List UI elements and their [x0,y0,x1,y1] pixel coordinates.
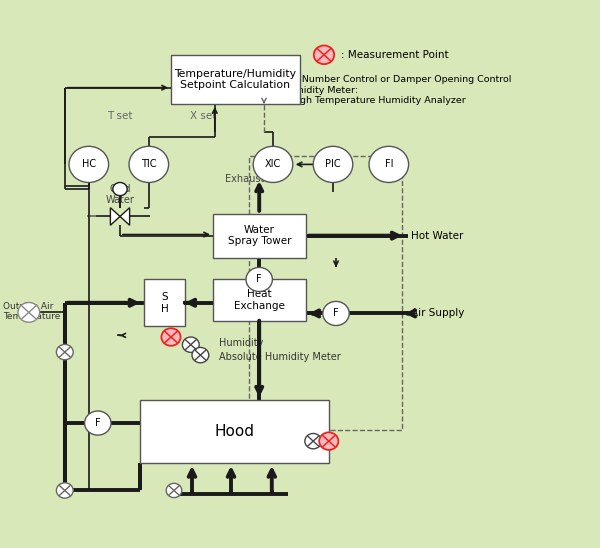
Circle shape [314,45,334,64]
Bar [144,279,185,326]
Circle shape [129,146,169,182]
Circle shape [18,302,40,322]
Circle shape [369,146,409,182]
Text: Zirconia High Temperature Humidity Analyzer: Zirconia High Temperature Humidity Analy… [249,96,466,105]
Text: Absolute Humidity Meter: Absolute Humidity Meter [219,352,341,362]
Text: HC: HC [82,159,96,169]
Circle shape [113,182,127,196]
Circle shape [166,483,182,498]
Bar [171,55,300,104]
Text: XIC: Rotation Number Control or Damper Opening Control: XIC: Rotation Number Control or Damper O… [237,75,511,84]
Polygon shape [110,208,120,225]
Text: Absolute Humidity Meter:: Absolute Humidity Meter: [237,86,358,95]
Text: Cold
Water: Cold Water [106,184,134,205]
Text: : Measurement Point: : Measurement Point [341,50,448,60]
Text: S
H: S H [161,292,168,313]
Text: TIC: TIC [141,159,157,169]
Text: XIC: XIC [265,159,281,169]
Circle shape [56,344,73,359]
Circle shape [253,146,293,182]
Text: Hot Water: Hot Water [411,231,463,241]
Circle shape [85,411,111,435]
Bar [213,279,306,321]
Circle shape [182,337,199,352]
Text: Hood: Hood [214,424,254,439]
Text: PIC: PIC [325,159,341,169]
Text: F: F [333,309,339,318]
Circle shape [56,483,73,498]
Circle shape [246,267,272,292]
Polygon shape [120,208,130,225]
Bar [140,400,329,463]
Text: F: F [95,418,101,428]
Text: Humidity: Humidity [219,338,263,347]
Circle shape [305,433,322,449]
Bar [213,214,306,258]
Text: Exhaust Air: Exhaust Air [225,174,281,184]
Text: T set: T set [107,111,133,121]
Text: Heat
Exchange: Heat Exchange [234,289,285,311]
Text: Water
Spray Tower: Water Spray Tower [228,225,291,247]
Text: F: F [256,275,262,284]
Text: FI: FI [385,159,393,169]
Bar [249,156,402,430]
Text: X set: X set [190,111,216,121]
Text: Outside Air
Temperature: Outside Air Temperature [3,301,61,321]
Text: Temperature/Humidity
Setpoint Calculation: Temperature/Humidity Setpoint Calculatio… [175,68,296,90]
Circle shape [161,328,181,346]
Circle shape [319,432,338,450]
Circle shape [69,146,109,182]
Circle shape [192,347,209,363]
Circle shape [323,301,349,326]
Text: Air Supply: Air Supply [411,309,464,318]
Circle shape [313,146,353,182]
